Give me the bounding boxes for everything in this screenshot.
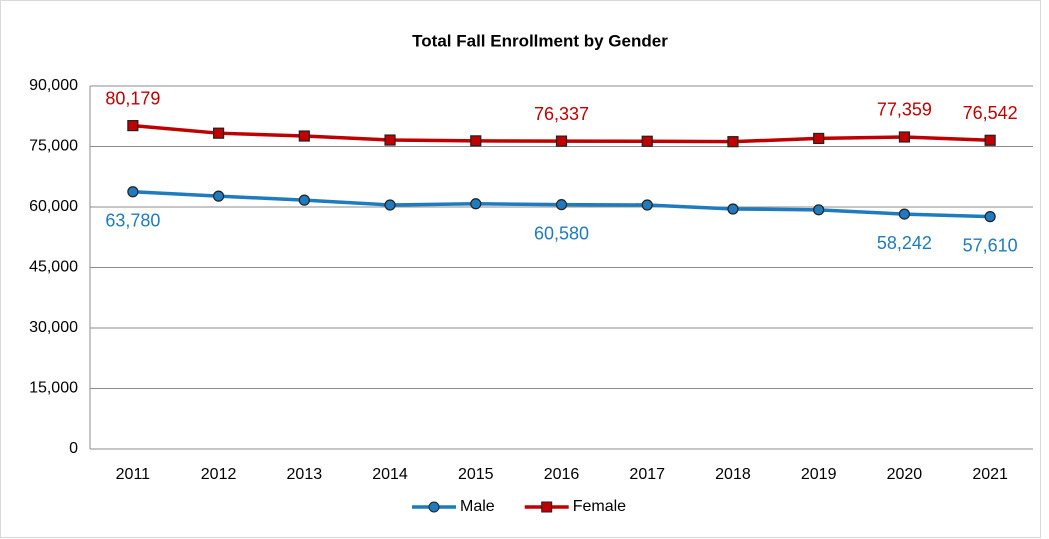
y-tick-label: 30,000 (29, 319, 78, 336)
x-tick-label: 2019 (801, 466, 837, 483)
marker (298, 130, 310, 142)
legend-label: Male (460, 498, 495, 515)
marker (984, 211, 996, 223)
x-tick-label: 2016 (544, 466, 580, 483)
data-label: 60,580 (534, 223, 589, 243)
x-tick-label: 2012 (201, 466, 237, 483)
data-label: 63,780 (105, 211, 160, 231)
marker (470, 135, 482, 147)
marker (898, 208, 911, 220)
marker (212, 190, 225, 202)
data-label: 76,337 (534, 104, 589, 124)
x-tick-label: 2011 (116, 466, 151, 483)
x-tick-label: 2013 (287, 466, 323, 483)
x-tick-label: 2020 (887, 466, 923, 483)
marker (727, 203, 739, 215)
marker (641, 199, 653, 211)
chart-title: Total Fall Enrollment by Gender (412, 31, 668, 50)
y-tick-label: 60,000 (29, 198, 78, 215)
y-tick-label: 75,000 (29, 138, 78, 155)
y-tick-label: 90,000 (29, 77, 78, 94)
marker (984, 134, 996, 146)
legend-marker (541, 501, 553, 513)
data-label: 76,542 (963, 103, 1018, 123)
marker (127, 186, 139, 198)
y-tick-label: 45,000 (29, 259, 78, 276)
marker (384, 134, 396, 146)
marker (212, 127, 225, 139)
marker (813, 132, 825, 145)
x-tick-label: 2017 (629, 466, 665, 483)
x-tick-label: 2015 (458, 466, 494, 483)
x-tick-label: 2021 (972, 466, 1008, 483)
marker (641, 135, 653, 147)
marker (727, 136, 739, 148)
x-tick-label: 2014 (372, 466, 408, 483)
marker (813, 204, 825, 216)
marker (555, 135, 568, 147)
data-label: 58,242 (877, 233, 932, 253)
marker (470, 198, 482, 210)
marker (298, 194, 310, 206)
x-tick-label: 2018 (715, 466, 751, 483)
data-label: 80,179 (105, 88, 160, 108)
y-tick-label: 15,000 (29, 380, 78, 397)
marker (555, 199, 568, 211)
marker (384, 199, 396, 211)
y-tick-label: 0 (69, 440, 78, 457)
data-label: 57,610 (963, 235, 1018, 255)
data-label: 77,359 (877, 100, 932, 120)
marker (898, 131, 911, 143)
legend-label: Female (573, 498, 626, 515)
legend-marker (428, 501, 440, 513)
marker (127, 120, 139, 132)
